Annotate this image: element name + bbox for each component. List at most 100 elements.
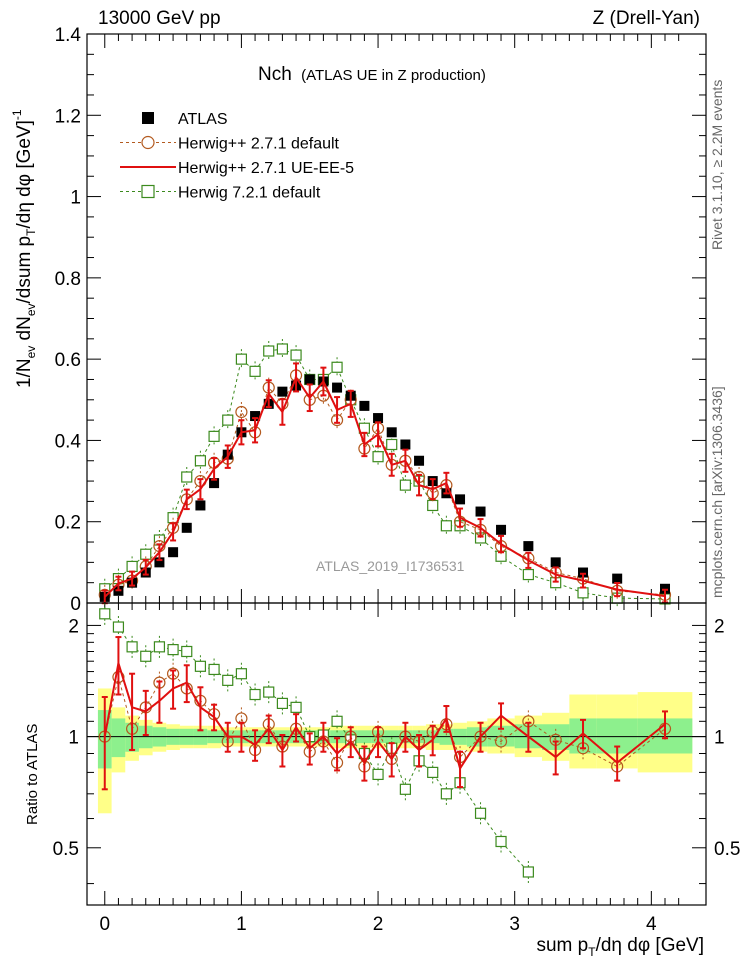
atlas-point	[181, 522, 192, 533]
ratio-herwig7-point	[440, 788, 452, 800]
ratio-ytick-label: 1	[68, 728, 79, 749]
ratio-herwig7-point	[140, 650, 152, 662]
plot-title: Nch (ATLAS UE in Z production)	[258, 64, 486, 85]
ratio-herwig-default-line	[104, 673, 666, 768]
ratio-ylabel: Ratio to ATLAS	[24, 724, 41, 825]
main-ytick-label: 1	[70, 188, 81, 209]
main-ytick-label: 1.4	[55, 25, 82, 46]
plot-title-sub: (ATLAS UE in Z production)	[301, 67, 486, 84]
ratio-herwig7-point	[181, 645, 193, 658]
plot-title-main: Nch	[258, 64, 292, 85]
atlas-point	[386, 427, 397, 438]
herwig7-point	[222, 414, 234, 426]
ratio-herwig7-point	[474, 807, 487, 819]
ratio-xlabel: sum pT/dη dφ [GeV]	[536, 935, 704, 959]
atlas-point	[332, 382, 343, 393]
herwig7-point	[249, 365, 261, 377]
herwig7-point	[194, 455, 207, 467]
atlas-point	[359, 400, 370, 411]
ratio-ytick-label-right: 0.5	[714, 839, 740, 860]
herwig7-point	[290, 349, 302, 361]
legend-label: Herwig 7.2.1 default	[178, 185, 321, 202]
legend-marker-herwig7	[141, 184, 155, 199]
ratio-ytick-label: 0.5	[53, 839, 79, 860]
legend-label: ATLAS	[178, 111, 228, 128]
main-series	[98, 338, 672, 609]
atlas-point	[455, 494, 466, 505]
ratio-frame	[86, 602, 707, 906]
ratio-ytick-label-right: 1	[714, 728, 725, 749]
ratio-herwig-ue-line	[103, 662, 666, 771]
ratio-series	[98, 602, 672, 883]
legend-label: Herwig++ 2.7.1 default	[178, 136, 340, 153]
ratio-herwig7-point	[208, 663, 220, 676]
atlas-point	[304, 374, 315, 385]
ratio-herwig-default-point	[494, 735, 508, 748]
ratio-herwig7-point	[99, 608, 111, 620]
ratio-herwig7-point	[249, 688, 261, 701]
atlas-point	[209, 478, 220, 489]
ratio-ytick-label-right: 2	[714, 616, 725, 637]
ratio-xtick-label: 4	[646, 914, 657, 935]
ratio-herwig7-point	[427, 766, 439, 778]
atlas-point	[400, 439, 411, 450]
legend-marker-herwig-default	[141, 135, 155, 150]
ratio-herwig7-point	[112, 621, 125, 633]
legend-label: Herwig++ 2.7.1 UE-EE-5	[178, 160, 354, 177]
ratio-xtick-label: 3	[509, 914, 520, 935]
ratio-herwig7-point	[194, 660, 207, 672]
ratio-herwig7-point	[263, 686, 275, 698]
ratio-herwig7-point	[235, 668, 248, 680]
main-panel: 0 0.2 0.4 0.6 0.8 1 1.2 1.4	[55, 25, 706, 615]
ratio-xtick-label: 0	[99, 914, 110, 935]
legend: ATLAS Herwig++ 2.7.1 default Herwig++ 2.7.…	[120, 111, 354, 202]
atlas-point	[496, 524, 507, 535]
ratio-herwig7-point	[331, 715, 343, 727]
process-label: Z (Drell-Yan)	[593, 8, 700, 29]
analysis-watermark: ATLAS_2019_I1736531	[316, 558, 465, 574]
ratio-herwig7-point	[153, 641, 166, 653]
mcplots-label: mcplots.cern.ch [arXiv:1306.3436]	[709, 386, 725, 598]
energy-label: 13000 GeV pp	[98, 8, 221, 29]
legend-marker-atlas	[142, 112, 154, 124]
atlas-point	[277, 386, 288, 397]
main-ytick-label: 0.2	[55, 513, 81, 534]
atlas-point	[550, 557, 561, 568]
herwig7-point	[276, 343, 289, 355]
rivet-label: Rivet 3.1.10, ≥ 2.2M events	[709, 80, 725, 250]
main-ylabel: 1/Nev dNev/dsum pT/dη dφ [GeV]-1	[10, 109, 38, 388]
ratio-herwig7-point	[222, 674, 234, 686]
atlas-point	[168, 547, 179, 558]
ratio-xtick-label: 2	[373, 914, 384, 935]
ratio-ytick-label: 2	[68, 616, 79, 637]
herwig-ue-line	[104, 375, 666, 598]
herwig7-point	[577, 587, 589, 599]
ratio-herwig7-point	[495, 835, 507, 848]
herwig7-point	[399, 479, 411, 491]
herwig7-point	[386, 438, 398, 451]
atlas-point	[414, 455, 425, 466]
herwig7-point	[263, 345, 275, 357]
main-ytick-label: 0.4	[55, 431, 82, 452]
ratio-panel: 0.5 0.5 1 1 2 2 0 1 2 3 4	[53, 603, 740, 935]
ratio-herwig7-point	[522, 866, 534, 878]
main-ytick-label: 1.2	[55, 106, 81, 127]
herwig7-point	[522, 568, 534, 581]
ratio-herwig7-point	[126, 641, 138, 653]
ratio-herwig7-point	[290, 701, 302, 713]
ratio-herwig7-point	[399, 783, 411, 795]
ratio-herwig7-point	[276, 697, 289, 709]
herwig-default-point	[235, 405, 248, 419]
atlas-point	[523, 541, 534, 552]
main-ytick-label: 0	[70, 594, 81, 615]
main-ytick-label: 0.6	[55, 350, 81, 371]
ratio-herwig7-point	[167, 644, 179, 656]
ratio-band-inner	[111, 718, 126, 758]
atlas-point	[154, 557, 165, 568]
herwig7-point	[126, 560, 138, 573]
herwig7-line	[104, 348, 666, 600]
herwig7-point	[372, 451, 384, 463]
atlas-point	[250, 411, 261, 422]
atlas-point	[373, 413, 384, 424]
